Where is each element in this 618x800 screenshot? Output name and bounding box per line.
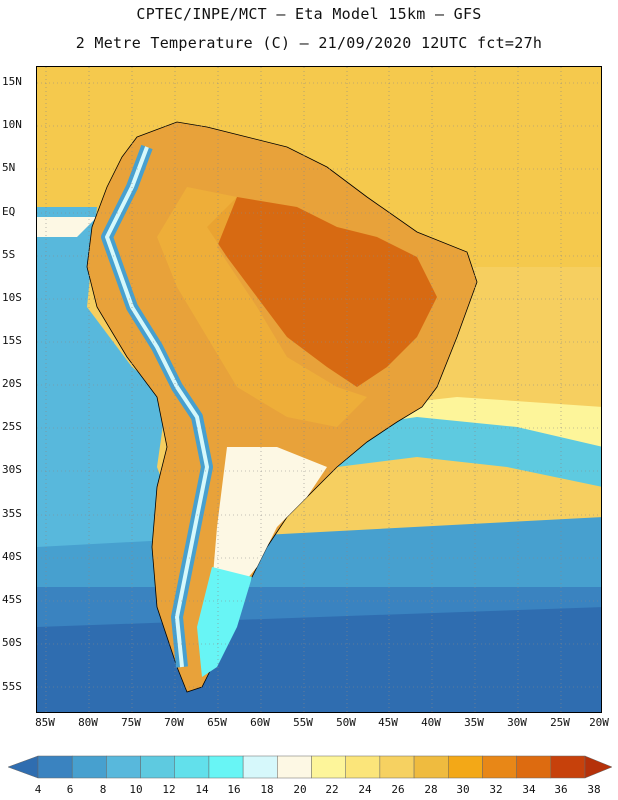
- colorbar-label-10: 10: [129, 783, 143, 796]
- colorbar-cell: [345, 755, 381, 779]
- lon-label-65w: 65W: [207, 716, 227, 729]
- atlantic-cyan-band: [337, 417, 601, 487]
- lat-label-45s: 45S: [2, 593, 22, 606]
- lon-label-75w: 75W: [121, 716, 141, 729]
- lat-label-30s: 30S: [2, 463, 22, 476]
- colorbar-label-38: 38: [587, 783, 601, 796]
- colorbar-min-arrow: [7, 755, 39, 779]
- colorbar-label-34: 34: [522, 783, 536, 796]
- colorbar-cell: [550, 755, 586, 779]
- colorbar-label-32: 32: [489, 783, 503, 796]
- colorbar-label-4: 4: [34, 783, 42, 796]
- colorbar-label-28: 28: [424, 783, 438, 796]
- colorbar-max-arrow: [584, 755, 613, 779]
- lat-label-20s: 20S: [2, 377, 22, 390]
- colorbar-label-36: 36: [554, 783, 568, 796]
- colorbar-cell: [482, 755, 517, 779]
- lat-label-5n: 5N: [2, 161, 16, 174]
- lon-label-25w: 25W: [550, 716, 570, 729]
- colorbar-label-8: 8: [99, 783, 107, 796]
- colorbar-label-20: 20: [293, 783, 307, 796]
- colorbar-cell: [37, 755, 73, 779]
- colorbar-cell: [277, 755, 312, 779]
- lat-label-25s: 25S: [2, 420, 22, 433]
- colorbar-label-18: 18: [260, 783, 274, 796]
- colorbar-label-12: 12: [162, 783, 176, 796]
- colorbar-cell: [106, 755, 141, 779]
- lat-label-15s: 15S: [2, 334, 22, 347]
- lat-label-5s: 5S: [2, 248, 16, 261]
- colorbar-label-16: 16: [227, 783, 241, 796]
- colorbar-cell: [516, 755, 552, 779]
- colorbar-label-30: 30: [456, 783, 470, 796]
- colorbar-label-6: 6: [66, 783, 74, 796]
- lon-label-80w: 80W: [78, 716, 98, 729]
- colorbar-cell: [311, 755, 346, 779]
- colorbar-cell: [413, 755, 449, 779]
- lon-label-50w: 50W: [336, 716, 356, 729]
- colorbar-cell: [140, 755, 175, 779]
- colorbar-label-26: 26: [391, 783, 405, 796]
- temperature-map: [37, 67, 601, 712]
- amazon-hot-region: [207, 197, 437, 387]
- pacific-warm-band: [37, 207, 187, 547]
- lon-label-35w: 35W: [464, 716, 484, 729]
- lat-label-40s: 40S: [2, 550, 22, 563]
- lon-label-85w: 85W: [35, 716, 55, 729]
- lon-label-40w: 40W: [421, 716, 441, 729]
- colorbar-cell: [208, 755, 244, 779]
- lon-label-55w: 55W: [293, 716, 313, 729]
- colorbar-cell: [174, 755, 210, 779]
- lon-label-45w: 45W: [378, 716, 398, 729]
- lat-label-35s: 35S: [2, 507, 22, 520]
- lat-label-10s: 10S: [2, 291, 22, 304]
- colorbar-cell: [379, 755, 415, 779]
- lon-label-60w: 60W: [250, 716, 270, 729]
- lon-label-70w: 70W: [164, 716, 184, 729]
- colorbar-cell: [448, 755, 483, 779]
- map-panel[interactable]: [36, 66, 602, 713]
- colorbar-label-14: 14: [195, 783, 209, 796]
- lon-label-30w: 30W: [507, 716, 527, 729]
- colorbar-cell: [71, 755, 107, 779]
- temperature-colorbar: [7, 755, 613, 779]
- title-line-1: CPTEC/INPE/MCT – Eta Model 15km – GFS: [136, 5, 482, 23]
- lat-label-50s: 50S: [2, 636, 22, 649]
- colorbar-label-22: 22: [325, 783, 339, 796]
- southern-cone-region: [212, 447, 327, 597]
- lat-label-10n: 10N: [2, 118, 22, 131]
- lon-label-20w: 20W: [589, 716, 609, 729]
- lat-label-eq: EQ: [2, 205, 16, 218]
- lat-label-15n: 15N: [2, 75, 22, 88]
- lat-label-55s: 55S: [2, 680, 22, 693]
- title-line-2: 2 Metre Temperature (C) – 21/09/2020 12U…: [75, 34, 543, 52]
- colorbar-label-24: 24: [358, 783, 372, 796]
- colorbar-cell: [242, 755, 278, 779]
